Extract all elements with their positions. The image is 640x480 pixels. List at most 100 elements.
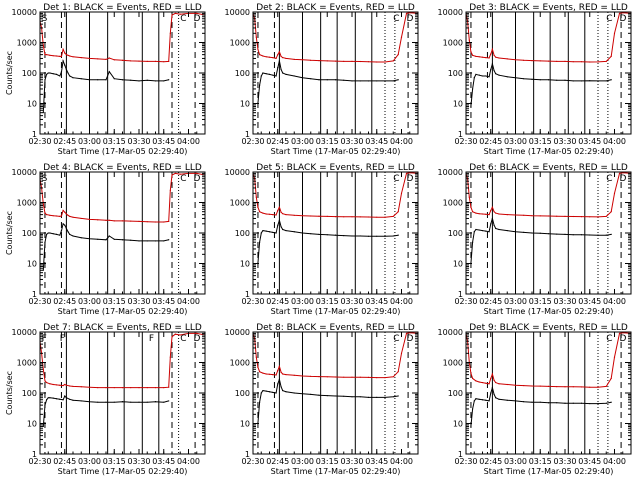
data-point (564, 60, 566, 63)
data-point (67, 72, 69, 74)
data-point (384, 61, 386, 63)
x-tick-label: 02:30 (241, 297, 264, 306)
data-point (255, 36, 257, 38)
data-point (55, 215, 58, 217)
data-point (280, 386, 282, 388)
data-point (392, 235, 394, 237)
data-point (376, 61, 378, 63)
data-point (59, 55, 61, 58)
data-point (589, 386, 591, 388)
data-point (470, 206, 472, 208)
y-tick-label: 100 (235, 229, 250, 238)
data-point (72, 216, 74, 218)
data-point (280, 211, 282, 213)
data-point (49, 54, 51, 56)
data-point (64, 64, 66, 66)
data-point (64, 383, 66, 386)
x-tick-label: 03:30 (553, 137, 576, 146)
data-point (495, 397, 497, 399)
data-point (179, 13, 181, 15)
event-marker-label: D (406, 334, 413, 344)
data-point (493, 224, 495, 226)
data-point (470, 105, 472, 108)
data-point (493, 69, 495, 72)
event-marker-label: F (149, 334, 154, 344)
data-point (275, 392, 277, 394)
data-point (257, 48, 259, 50)
data-point (262, 372, 264, 374)
data-point (318, 233, 320, 235)
data-point (478, 398, 480, 400)
data-point (488, 214, 490, 216)
data-point (278, 365, 280, 367)
data-point (196, 332, 198, 334)
data-point (481, 213, 484, 215)
x-tick-label: 02:30 (454, 297, 477, 306)
data-point (572, 80, 574, 82)
data-point (262, 389, 264, 392)
data-point (478, 213, 480, 215)
data-point (59, 234, 61, 236)
x-tick-label: 03:30 (553, 297, 576, 306)
data-point (572, 402, 574, 404)
plot-frame (252, 331, 419, 455)
data-point (272, 214, 274, 216)
event-marker-label: D (193, 174, 200, 184)
data-point (62, 223, 64, 225)
x-axis-label: Start Time (17-Mar-05 02:29:40) (58, 307, 188, 316)
data-point (468, 196, 470, 198)
data-point (539, 79, 541, 81)
data-point (556, 60, 558, 63)
x-tick-label: 02:30 (28, 137, 51, 146)
data-point (257, 206, 259, 208)
data-point (405, 172, 408, 174)
data-point (531, 78, 533, 80)
data-point (547, 215, 550, 217)
data-point (359, 80, 361, 82)
data-point (531, 385, 533, 387)
data-point (97, 238, 99, 240)
x-tick-label: 03:00 (78, 137, 101, 146)
data-point (597, 216, 599, 218)
data-point (397, 371, 399, 373)
data-point (384, 216, 386, 218)
data-point (44, 241, 46, 243)
data-point (472, 211, 474, 213)
y-tick-label: 10 (453, 420, 463, 429)
x-tick-label: 03:45 (152, 457, 175, 466)
data-point (343, 376, 345, 378)
data-point (174, 12, 176, 14)
data-point (72, 235, 74, 237)
data-point (531, 215, 533, 217)
event-marker-label: D (193, 334, 200, 344)
data-point (376, 396, 378, 398)
data-point (472, 88, 474, 90)
data-point (326, 234, 328, 236)
event-marker-label: C (606, 174, 612, 184)
x-tick-label: 02:45 (479, 457, 502, 466)
x-tick-label: 03:30 (340, 137, 363, 146)
data-point (97, 387, 99, 389)
data-point (65, 68, 67, 71)
x-tick-label: 03:30 (127, 457, 150, 466)
data-point (506, 214, 508, 216)
data-point (59, 384, 61, 386)
x-tick-label: 03:45 (578, 137, 601, 146)
data-point (301, 59, 304, 61)
y-axis-label: Counts/sec (5, 51, 14, 95)
data-point (52, 215, 54, 217)
x-tick-label: 03:15 (316, 457, 339, 466)
x-tick-label: 03:15 (529, 137, 552, 146)
panel-title: Det 5: BLACK = Events, RED = LLD (256, 163, 415, 173)
data-point (163, 387, 165, 389)
data-point (531, 60, 533, 62)
data-point (613, 192, 616, 194)
data-point (282, 213, 284, 215)
data-point (488, 231, 490, 233)
data-point (262, 229, 264, 232)
data-point (605, 60, 607, 63)
data-point (275, 232, 277, 234)
data-point (268, 373, 271, 375)
